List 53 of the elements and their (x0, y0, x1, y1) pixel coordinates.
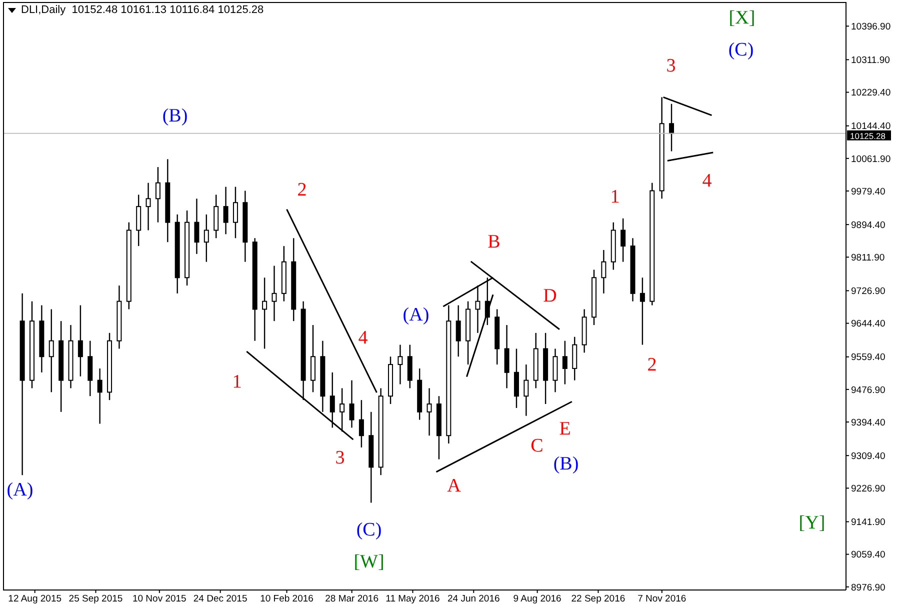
annotation: D (543, 286, 557, 306)
x-tick-label: 24 Dec 2015 (193, 594, 248, 605)
x-tick-label: 22 Sep 2016 (571, 594, 626, 605)
x-tick-label: 10 Feb 2016 (260, 594, 314, 605)
y-tick-label: 9394.40 (851, 417, 886, 428)
annotation: 1 (232, 372, 242, 392)
annotation: [W] (354, 552, 384, 572)
y-tick-label: 9811.90 (851, 252, 885, 264)
x-tick-label: 28 Mar 2016 (325, 594, 378, 605)
x-tick-label: 7 Nov 2016 (638, 594, 686, 605)
x-tick-label: 9 Aug 2016 (513, 594, 562, 605)
y-tick-label: 9141.90 (851, 517, 886, 528)
y-tick-label: 10311.90 (851, 55, 890, 66)
y-tick-label: 9979.40 (851, 186, 886, 198)
annotation: A (447, 476, 462, 496)
y-tick-label: 9226.90 (851, 484, 886, 495)
annotation: C (530, 436, 544, 456)
chart-title: DLI,Daily 10152.48 10161.13 10116.84 10125.28 (21, 4, 264, 16)
annotation: (C) (356, 520, 382, 540)
annotation: (A) (6, 480, 34, 500)
annotation: 3 (335, 448, 345, 468)
y-tick-label: 9309.40 (851, 450, 886, 462)
y-tick-label: 9559.40 (851, 352, 886, 364)
y-tick-label: 9644.40 (851, 318, 886, 330)
y-tick-label: 9059.40 (851, 550, 886, 561)
y-tick-label: 8976.90 (851, 582, 886, 594)
y-tick-label: 9476.90 (851, 384, 886, 396)
y-tick-label: 10061.90 (851, 154, 891, 165)
annotation: 3 (666, 56, 676, 76)
y-tick-label: 10144.40 (851, 121, 891, 132)
y-tick-label: 9726.90 (851, 286, 886, 298)
annotation: B (488, 232, 500, 252)
annotation: [X] (728, 8, 756, 28)
x-tick-label: 24 Jun 2016 (447, 594, 500, 605)
annotation: (A) (402, 304, 430, 326)
x-tick-label: 11 May 2016 (386, 594, 440, 605)
y-tick-label: 10396.90 (851, 22, 891, 32)
x-tick-label: 10 Nov 2015 (132, 594, 186, 605)
y-tick-label: 9894.40 (851, 220, 886, 231)
x-tick-label: 25 Sep 2015 (68, 594, 123, 605)
y-tick-label: 10229.40 (851, 88, 891, 99)
annotation: (B) (553, 454, 579, 474)
annotation: (C) (728, 40, 754, 60)
annotation: E (559, 418, 571, 440)
annotation: 4 (358, 328, 368, 348)
annotation: [Y] (798, 512, 826, 534)
annotation: 1 (610, 186, 620, 208)
annotation: (B) (162, 106, 188, 126)
x-tick-label: 12 Aug 2015 (8, 594, 62, 605)
ref-line-label: 10125.28 (850, 130, 886, 141)
annotation: 4 (702, 170, 712, 192)
annotation: 2 (297, 180, 307, 200)
annotation: 2 (647, 354, 657, 376)
